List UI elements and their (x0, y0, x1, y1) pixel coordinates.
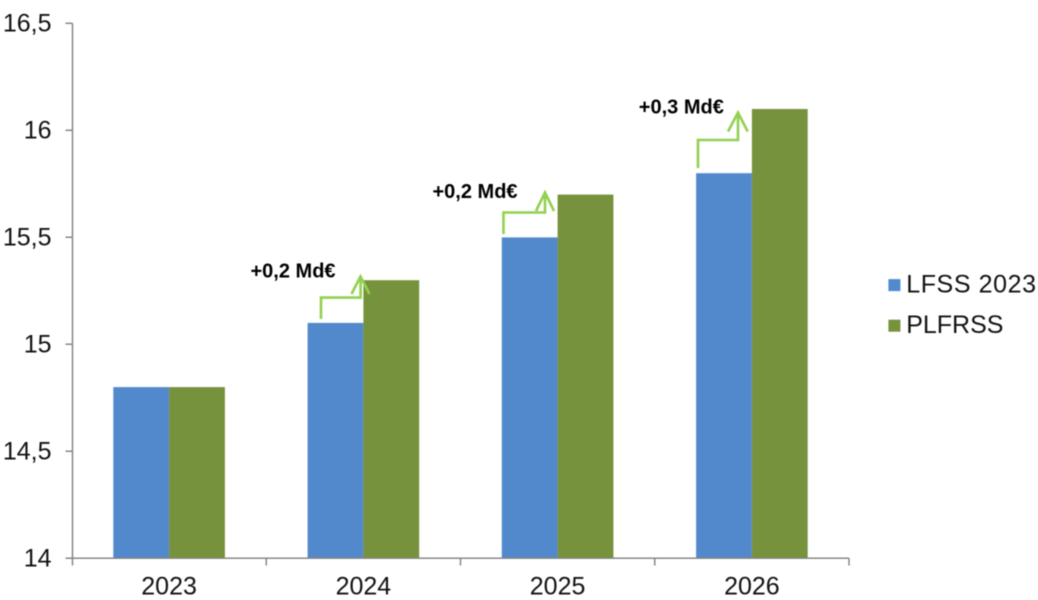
svg-text:16,5: 16,5 (3, 10, 52, 38)
svg-text:15,5: 15,5 (3, 224, 52, 252)
svg-text:15: 15 (24, 331, 52, 359)
svg-text:+0,2 Md€: +0,2 Md€ (433, 181, 518, 203)
svg-text:2026: 2026 (724, 573, 780, 600)
svg-text:+0,2 Md€: +0,2 Md€ (251, 261, 336, 283)
svg-text:PLFRSS: PLFRSS (906, 311, 1003, 339)
svg-text:16: 16 (24, 117, 52, 145)
svg-text:2025: 2025 (530, 573, 586, 600)
svg-text:LFSS 2023: LFSS 2023 (906, 271, 1036, 299)
svg-text:14,5: 14,5 (3, 438, 52, 466)
svg-text:2024: 2024 (336, 573, 392, 600)
svg-text:+0,3 Md€: +0,3 Md€ (639, 97, 724, 119)
svg-text:2023: 2023 (141, 573, 197, 600)
svg-text:14: 14 (24, 545, 52, 573)
